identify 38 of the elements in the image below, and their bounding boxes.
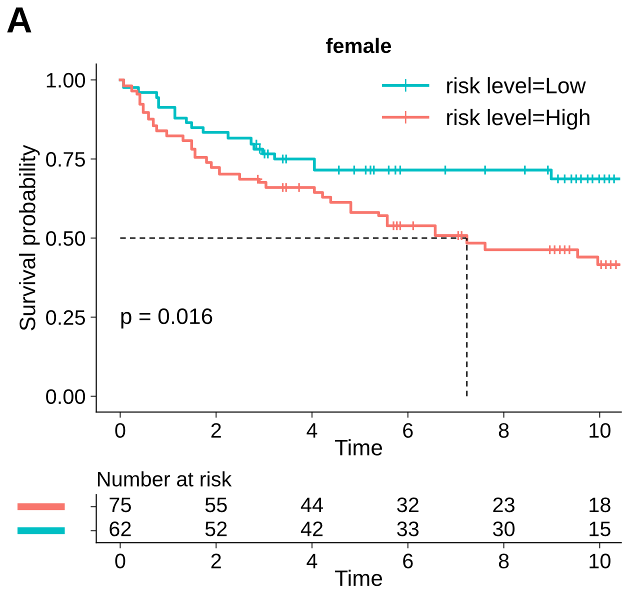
data-label: 32 bbox=[397, 498, 418, 512]
chart-title: Number at risk bbox=[98, 471, 232, 487]
data-label: 75 bbox=[110, 498, 131, 512]
annotation: p = 0.016 bbox=[121, 308, 212, 328]
x-tick-label: 4 bbox=[306, 554, 318, 568]
y-tick-label: 0.50 bbox=[46, 231, 86, 246]
x-tick-label: 10 bbox=[590, 423, 610, 438]
data-label: 42 bbox=[300, 522, 323, 536]
text: A bbox=[7, 7, 32, 32]
x-tick-label: 8 bbox=[498, 423, 509, 438]
y-tick-label: 0.75 bbox=[46, 152, 85, 167]
x-tick-label: 2 bbox=[211, 423, 221, 438]
data-label: 55 bbox=[205, 498, 227, 512]
y-axis-title: Survival probability bbox=[19, 144, 40, 330]
x-tick-label: 10 bbox=[590, 554, 610, 568]
data-label: 18 bbox=[590, 498, 610, 512]
x-tick-label: 0 bbox=[115, 423, 126, 438]
y-tick-label: 0.25 bbox=[46, 310, 85, 325]
x-tick-label: 0 bbox=[115, 554, 126, 568]
x-tick-label: 2 bbox=[211, 554, 221, 568]
x-tick-label: 6 bbox=[403, 554, 413, 568]
data-label: 33 bbox=[397, 522, 419, 536]
y-tick-label: 0.00 bbox=[46, 389, 86, 404]
x-tick-label: 4 bbox=[306, 423, 318, 438]
data-label: 52 bbox=[205, 522, 227, 536]
x-tick-label: 8 bbox=[498, 554, 509, 568]
data-label: 44 bbox=[300, 498, 323, 512]
x-axis-title: Time bbox=[334, 439, 382, 456]
y-tick-label: 1.00 bbox=[46, 72, 86, 88]
data-label: 62 bbox=[110, 522, 131, 536]
data-label: 30 bbox=[492, 522, 515, 536]
x-tick-label: 6 bbox=[403, 423, 413, 438]
legend-label: risk level=Low bbox=[447, 77, 586, 94]
chart-title: female bbox=[326, 38, 392, 54]
data-label: 23 bbox=[493, 498, 514, 512]
legend-label: risk level=High bbox=[447, 108, 590, 130]
x-axis-title: Time bbox=[334, 570, 382, 586]
data-label: 15 bbox=[590, 522, 610, 536]
